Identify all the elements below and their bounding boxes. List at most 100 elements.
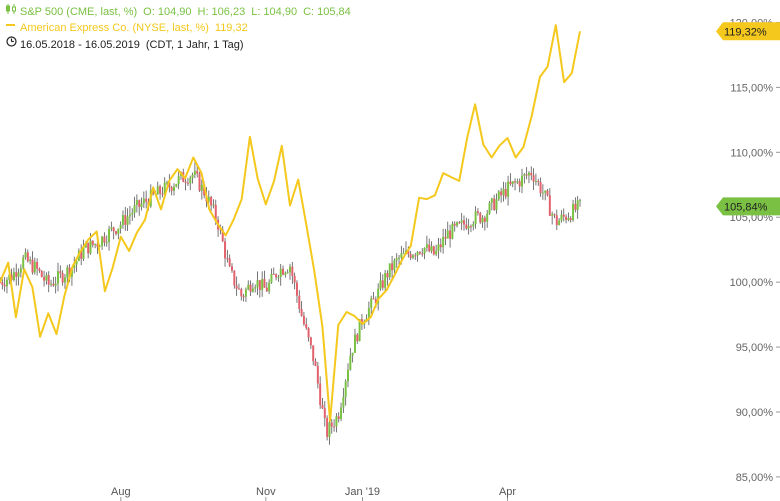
sp500-candle xyxy=(233,270,236,289)
y-tick-label: 85,00% xyxy=(736,472,774,484)
sp500-candle xyxy=(43,270,46,287)
sp500-candle xyxy=(442,228,445,254)
sp500-candle xyxy=(22,254,25,270)
sp500-candle xyxy=(541,184,544,200)
sp500-candle xyxy=(124,206,127,231)
sp500-candle xyxy=(527,171,530,184)
sp500-candle xyxy=(105,235,108,247)
sp500-candle xyxy=(258,280,261,298)
legend-amex-value: 119,32 xyxy=(214,22,248,34)
sp500-candle xyxy=(342,388,345,413)
sp500-candle xyxy=(282,265,285,276)
sp500-candle xyxy=(530,166,533,181)
sp500-candle xyxy=(428,238,431,253)
sp500-candle xyxy=(270,268,273,284)
sp500-candle xyxy=(411,253,414,260)
sp500-candle xyxy=(377,283,380,311)
sp500-candle xyxy=(198,171,201,193)
sp500-candle xyxy=(483,215,486,231)
sp500-candle xyxy=(356,332,359,344)
sp500-candle xyxy=(40,270,43,278)
sp500-candle xyxy=(249,280,252,296)
legend-row-amex[interactable]: American Express Co. (NYSE, last, %) 119… xyxy=(6,20,351,36)
sp500-candle xyxy=(256,271,259,296)
sp500-candle xyxy=(54,276,57,294)
sp500-candle xyxy=(0,277,1,284)
sp500-candle xyxy=(286,269,289,274)
sp500-candle xyxy=(101,235,104,250)
sp500-candle xyxy=(63,273,66,289)
sp500-candle xyxy=(453,221,456,232)
sp500-candle xyxy=(261,271,264,297)
sp500-candle xyxy=(351,352,354,363)
sp500-candle xyxy=(186,177,189,187)
sp500-candle xyxy=(367,301,370,326)
sp500-candle xyxy=(142,191,145,208)
sp500-candle xyxy=(418,251,421,255)
sp500-candle xyxy=(572,199,575,222)
sp500-candle xyxy=(161,186,164,198)
sp500-candle xyxy=(534,173,537,186)
sp500-candle xyxy=(128,205,131,225)
sp500-candle xyxy=(553,213,556,219)
sp500-candle xyxy=(349,348,352,371)
sp500-candle xyxy=(516,178,519,184)
sp500-candle xyxy=(490,197,493,211)
sp500-candle xyxy=(265,282,268,292)
sp500-candle xyxy=(126,208,129,232)
sp500-candle xyxy=(91,240,94,248)
sp500-candle xyxy=(525,167,528,180)
sp500-candle xyxy=(240,287,243,301)
sp500-candle xyxy=(119,221,122,234)
sp500-candle xyxy=(469,224,472,233)
y-tick-label: 95,00% xyxy=(736,342,774,354)
sp500-candle xyxy=(200,179,203,200)
sp500-candle xyxy=(511,181,514,188)
sp500-candle xyxy=(115,230,117,236)
sp500-candle xyxy=(307,327,310,342)
sp500-candle xyxy=(558,217,561,226)
value-badge-label: 105,84% xyxy=(724,201,768,213)
y-tick-label: 115,00% xyxy=(730,82,773,94)
x-tick-label: Aug xyxy=(111,486,131,498)
sp500-candle xyxy=(159,184,162,200)
legend-sp500-high: H: 106,23 xyxy=(197,6,246,18)
sp500-candle xyxy=(319,376,322,409)
sp500-candle xyxy=(555,209,558,231)
sp500-candle xyxy=(247,280,250,291)
sp500-candle xyxy=(486,209,489,228)
sp500-candle xyxy=(140,197,143,211)
sp500-candle xyxy=(437,237,440,259)
sp500-candle xyxy=(497,189,500,201)
sp500-candle xyxy=(507,175,510,206)
sp500-candle xyxy=(263,270,266,288)
legend-row-period: 16.05.2018 - 16.05.2019 (CDT, 1 Jahr, 1 … xyxy=(6,36,351,53)
sp500-candle xyxy=(80,244,83,266)
sp500-candle xyxy=(384,269,387,292)
sp500-candle xyxy=(449,224,452,248)
sp500-candle xyxy=(395,253,398,268)
legend-row-sp500[interactable]: S&P 500 (CME, last, %) O: 104,90 H: 106,… xyxy=(6,4,351,20)
sp500-candle xyxy=(347,363,349,388)
legend-period-info: (CDT, 1 Jahr, 1 Tag) xyxy=(145,38,244,51)
x-tick-label: Jan '19 xyxy=(345,486,380,498)
sp500-candle xyxy=(1,278,4,290)
sp500-candle xyxy=(321,397,324,410)
sp500-candle xyxy=(112,226,115,240)
sp500-candle xyxy=(444,229,447,246)
clock-icon xyxy=(6,36,20,53)
sp500-candle xyxy=(275,273,278,281)
sp500-candle xyxy=(224,237,227,267)
sp500-candle xyxy=(50,279,53,287)
sp500-candle xyxy=(110,221,113,232)
legend-sp500-close: C: 105,84 xyxy=(303,6,351,18)
sp500-candle xyxy=(518,178,521,193)
sp500-candle xyxy=(117,228,120,240)
legend-sp500-name: S&P 500 (CME, last, %) xyxy=(20,6,138,18)
sp500-candle xyxy=(226,249,229,263)
sp500-candle xyxy=(228,254,231,268)
sp500-candle xyxy=(504,182,507,200)
sp500-candle xyxy=(212,199,215,209)
legend-sp500-open: O: 104,90 xyxy=(143,6,192,18)
